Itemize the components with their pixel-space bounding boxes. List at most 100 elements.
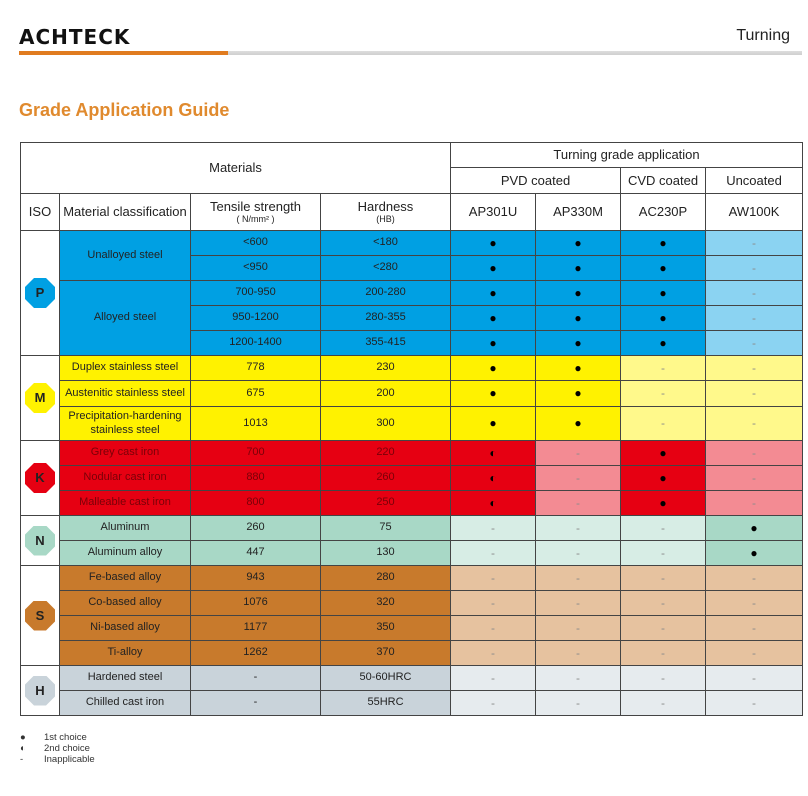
grade-mark-cell: - <box>450 540 536 566</box>
grade-mark-cell: - <box>535 590 621 616</box>
material-cell: Co-based alloy <box>59 590 191 616</box>
grade-mark-cell: - <box>620 515 706 541</box>
brand-logo: ACHTECK <box>19 25 131 49</box>
hardness-cell: 55HRC <box>320 690 451 716</box>
iso-cell: S <box>20 565 60 666</box>
material-cell: Precipitation-hardening stainless steel <box>59 406 191 441</box>
tensile-cell: 1013 <box>190 406 321 441</box>
material-cell: Unalloyed steel <box>59 230 191 281</box>
grade-mark-cell: ● <box>535 280 621 306</box>
grade-mark-cell: ● <box>450 230 536 256</box>
table-row: P Unalloyed steel <600 <180 ● ● ● - <box>20 230 804 356</box>
hardness-cell: 320 <box>320 590 451 616</box>
hardness-cell: 370 <box>320 640 451 666</box>
grade-mark-cell: - <box>535 665 621 691</box>
table-row: Chilled cast iron -55HRC - - - - <box>21 690 804 716</box>
material-cell: Aluminum <box>59 515 191 541</box>
grade-mark-cell: - <box>704 330 804 356</box>
table-row: <950 <280 ● ● ● - <box>21 255 804 281</box>
grade-mark-cell: ◐ <box>450 465 536 491</box>
grade-mark-cell: ● <box>450 380 536 407</box>
table-row: N Aluminum 260 75- - - ● <box>20 515 804 566</box>
grade-header: Turning grade application <box>449 142 804 168</box>
grade-mark-cell: - <box>704 590 804 616</box>
legend-item-inapplicable: - Inapplicable <box>20 754 95 765</box>
tensile-cell: 1200-1400 <box>190 330 321 356</box>
table-row: Austenitic stainless steel 675 200 ● ● - - <box>21 380 804 407</box>
tensile-cell: 700-950 <box>190 280 321 306</box>
iso-cell: H <box>20 665 60 716</box>
grade-mark-cell: - <box>535 465 621 491</box>
grade-mark-cell: ◐ <box>450 440 536 466</box>
table-row: Precipitation-hardening stainless steel 1… <box>21 406 804 441</box>
grade-mark-cell: - <box>704 440 804 466</box>
legend-item-second: ◐ 2nd choice <box>20 743 95 754</box>
material-cell: Chilled cast iron <box>59 690 191 716</box>
hardness-cell: <180 <box>320 230 451 256</box>
material-cell: Aluminum alloy <box>59 540 191 566</box>
hardness-cell: 260 <box>320 465 451 491</box>
tensile-cell: 1262 <box>190 640 321 666</box>
grade-mark-cell: ● <box>620 465 706 491</box>
grade-mark-cell: - <box>450 665 536 691</box>
grade-application-table: Materials Turning grade application PVD … <box>20 142 804 716</box>
tensile-cell: 260 <box>190 515 321 541</box>
grade-mark-cell: - <box>704 690 804 716</box>
iso-badge-n: N <box>25 525 55 556</box>
tensile-label: Tensile strength <box>209 198 302 214</box>
grade-mark-cell: ● <box>535 330 621 356</box>
grade-mark-cell: ● <box>450 255 536 281</box>
grade-mark-cell: - <box>450 615 536 641</box>
table-row: Alloyed steel 700-950 200-280 ● ● ● - <box>21 280 804 356</box>
grade-mark-cell: ● <box>620 280 706 306</box>
tensile-cell: 950-1200 <box>190 305 321 331</box>
tensile-cell: - <box>190 690 321 716</box>
grade-ap330m: AP330M <box>535 193 621 231</box>
table-row: Malleable cast iron 800 250 ◐ - ● - <box>21 490 804 516</box>
legend: ● 1st choice ◐ 2nd choice - Inapplicable <box>20 732 95 765</box>
tensile-cell: <950 <box>190 255 321 281</box>
header-accent-bar <box>19 51 228 55</box>
grade-mark-cell: ● <box>450 305 536 331</box>
iso-badge-k: K <box>25 463 55 493</box>
grade-mark-cell: - <box>620 690 706 716</box>
iso-cell: P <box>20 230 60 356</box>
grade-mark-cell: ● <box>535 230 621 256</box>
grade-mark-cell: - <box>535 440 621 466</box>
grade-mark-cell: - <box>535 540 621 566</box>
grade-mark-cell: - <box>535 640 621 666</box>
grade-mark-cell: ● <box>450 330 536 356</box>
grade-mark-cell: ● <box>620 230 706 256</box>
grade-mark-cell: ● <box>620 440 706 466</box>
materials-header: Materials <box>20 142 451 194</box>
grade-mark-cell: ● <box>450 280 536 306</box>
tensile-cell: - <box>190 665 321 691</box>
iso-badge-s: S <box>25 600 55 631</box>
grade-mark-cell: - <box>535 565 621 591</box>
hardness-label: Hardness <box>357 198 414 214</box>
table-row: 950-1200 280-355 ● ● ● - <box>21 305 804 331</box>
iso-cell: N <box>20 515 60 566</box>
table-row: Co-based alloy 1076 320- - - - <box>21 590 804 616</box>
grade-mark-cell: ● <box>450 406 536 441</box>
hardness-cell: 350 <box>320 615 451 641</box>
grade-mark-cell: - <box>704 406 804 441</box>
hardness-cell: 230 <box>320 355 451 381</box>
hardness-header: Hardness (HB) <box>320 193 451 231</box>
hardness-cell: 200 <box>320 380 451 407</box>
grade-mark-cell: - <box>535 615 621 641</box>
iso-badge-p: P <box>25 278 55 308</box>
material-cell: Alloyed steel <box>59 280 191 356</box>
material-cell: Duplex stainless steel <box>59 355 191 381</box>
iso-cell: K <box>20 440 60 516</box>
material-cell: Grey cast iron <box>59 440 191 466</box>
tensile-cell: 447 <box>190 540 321 566</box>
table-row: Nodular cast iron 880 260 ◐ - ● - <box>21 465 804 491</box>
grade-mark-cell: - <box>450 690 536 716</box>
tensile-header: Tensile strength( N/mm² ) <box>190 193 321 231</box>
table-row: Ni-based alloy 1177 350- - - - <box>21 615 804 641</box>
legend-inapplicable-symbol: - <box>20 754 24 765</box>
tensile-cell: <600 <box>190 230 321 256</box>
grade-mark-cell: - <box>704 305 804 331</box>
table-row: M Duplex stainless steel 778 230 ● ● - - <box>20 355 804 441</box>
